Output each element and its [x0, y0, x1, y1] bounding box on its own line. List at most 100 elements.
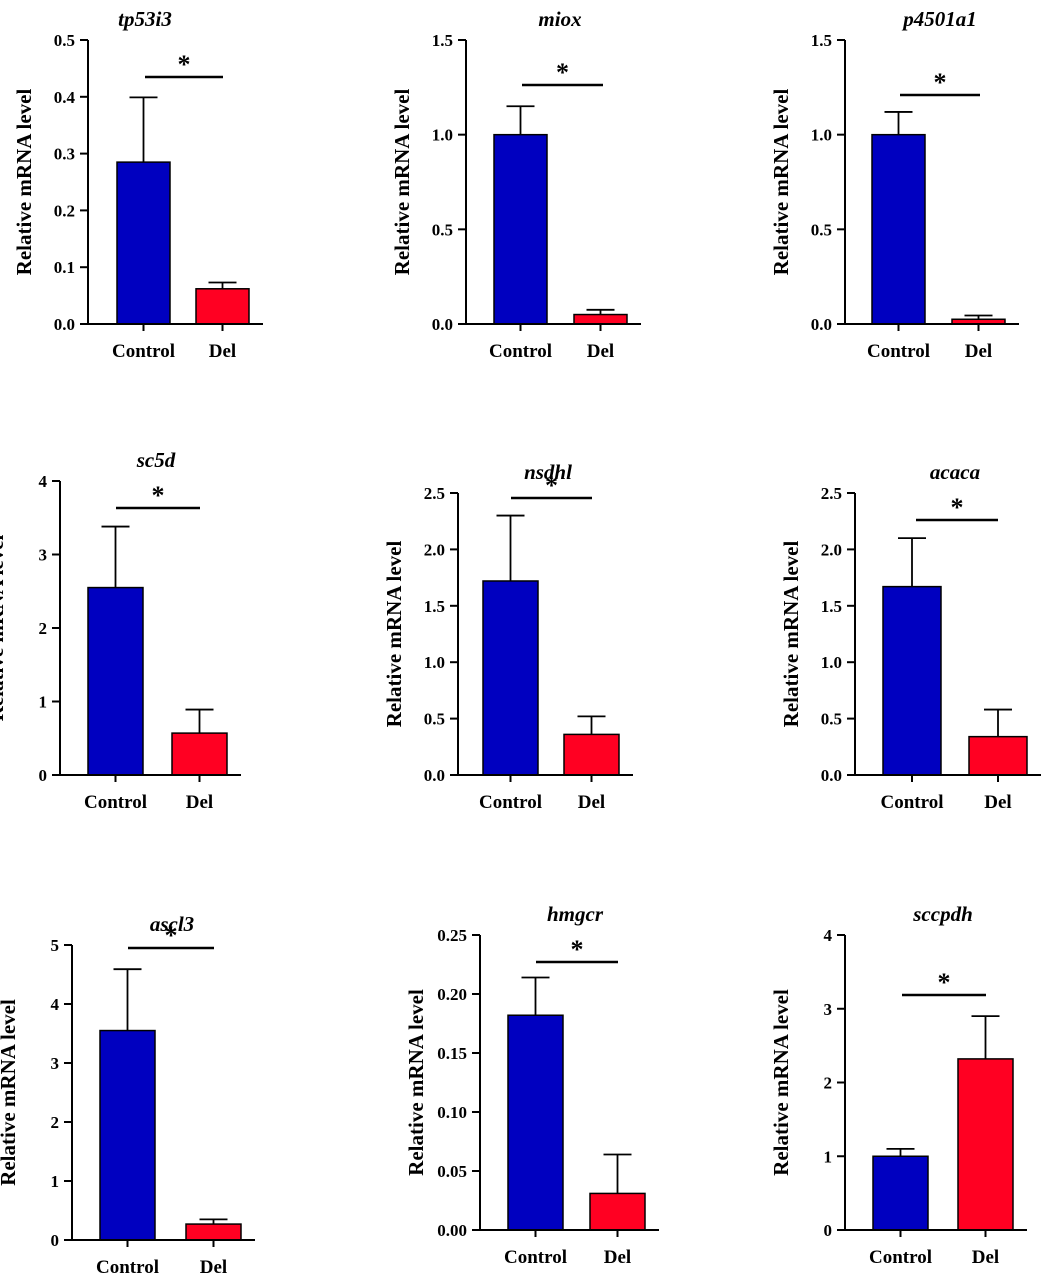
chart-panel-ascl3: ascl3 Relative mRNA level 0 1 2 3 4 5 Control Del…: [0, 912, 255, 1276]
chart-title: acaca: [930, 460, 980, 484]
bar-control: [507, 1014, 564, 1231]
x-category-label: Del: [186, 792, 213, 813]
chart-title: nsdhl: [524, 460, 572, 484]
x-category-label: Control: [869, 1247, 932, 1268]
y-tick-label: 1.0: [432, 126, 453, 145]
y-tick-label: 1.0: [811, 126, 832, 145]
x-category-label: Control: [112, 341, 175, 362]
bar-control: [493, 133, 548, 325]
significance-marker: *: [951, 493, 964, 522]
y-tick-label: 1.5: [432, 31, 453, 50]
y-axis-label: Relative mRNA level: [0, 535, 8, 722]
y-tick-label: 2.0: [821, 540, 842, 559]
significance-marker: *: [934, 68, 947, 97]
chart-panel-miox: miox Relative mRNA level 0.0 0.5 1.0 1.5 Contr…: [390, 7, 641, 362]
y-tick-label: 0: [39, 766, 48, 785]
y-tick-label: 2.5: [821, 484, 842, 503]
bar-control: [116, 161, 171, 325]
y-tick-label: 0.0: [432, 315, 453, 334]
y-tick-label: 4: [824, 926, 833, 945]
y-axis-label: Relative mRNA level: [779, 541, 803, 728]
chart-title: hmgcr: [547, 902, 604, 926]
y-tick-label: 0.5: [424, 710, 445, 729]
significance-marker: *: [545, 471, 558, 500]
y-tick-label: 1.0: [821, 653, 842, 672]
y-axis-label: Relative mRNA level: [12, 89, 36, 276]
y-tick-label: 0.4: [54, 88, 76, 107]
bar-del: [968, 735, 1028, 776]
x-category-label: Del: [587, 341, 614, 362]
y-tick-label: 1: [39, 693, 48, 712]
y-tick-label: 0: [824, 1221, 833, 1240]
y-tick-label: 0.10: [437, 1103, 467, 1122]
y-tick-label: 0.25: [437, 926, 467, 945]
chart-panel-acaca: acaca Relative mRNA level 0.0 0.5 1.0 1.5 2.0 2…: [779, 460, 1041, 813]
y-tick-label: 2: [51, 1113, 60, 1132]
x-category-label: Del: [604, 1247, 631, 1268]
x-category-label: Control: [881, 792, 944, 813]
y-tick-label: 3: [824, 1000, 833, 1019]
y-tick-label: 1.5: [821, 597, 842, 616]
x-category-label: Del: [972, 1247, 999, 1268]
chart-title: tp53i3: [118, 7, 172, 31]
y-tick-label: 1: [824, 1147, 833, 1166]
y-tick-label: 0.5: [432, 220, 453, 239]
x-category-label: Del: [984, 792, 1011, 813]
chart-panel-sccpdh: sccpdh Relative mRNA level 0 1 2 3 4 Control Del…: [769, 902, 1027, 1268]
x-category-label: Del: [578, 792, 605, 813]
y-tick-label: 0.5: [54, 31, 75, 50]
chart-title: miox: [538, 7, 581, 31]
chart-panel-hmgcr: hmgcr Relative mRNA level 0.00 0.05 0.10 0.15…: [404, 902, 659, 1268]
y-tick-label: 2.5: [424, 484, 445, 503]
bar-control: [87, 586, 144, 776]
y-axis-label: Relative mRNA level: [382, 541, 406, 728]
bar-del: [573, 313, 628, 325]
bar-control: [482, 580, 539, 776]
y-tick-label: 0.1: [54, 258, 75, 277]
x-category-label: Control: [84, 792, 147, 813]
significance-marker: *: [152, 481, 165, 510]
y-tick-label: 0.00: [437, 1221, 467, 1240]
chart-title: sc5d: [136, 448, 176, 472]
bar-control: [99, 1029, 156, 1241]
y-tick-label: 1: [51, 1172, 60, 1191]
significance-marker: *: [571, 935, 584, 964]
chart-title: sccpdh: [912, 902, 973, 926]
chart-panel-sc5d: sc5d Relative mRNA level 0 1 2 3 4 Control Del *: [0, 448, 241, 813]
y-tick-label: 4: [51, 995, 60, 1014]
bar-control: [882, 585, 942, 776]
y-tick-label: 0.0: [54, 315, 75, 334]
y-axis-label: Relative mRNA level: [769, 89, 793, 276]
bar-control: [871, 133, 926, 325]
y-tick-label: 0.15: [437, 1044, 467, 1063]
x-category-label: Control: [867, 341, 930, 362]
significance-marker: *: [938, 968, 951, 997]
y-tick-label: 3: [39, 546, 48, 565]
x-category-label: Control: [96, 1257, 159, 1276]
chart-panel-tp53i3: tp53i3 Relative mRNA level 0.0 0.1 0.2 0.3 0.4…: [12, 7, 263, 362]
bar-del: [563, 733, 620, 776]
y-tick-label: 0.05: [437, 1162, 467, 1181]
y-tick-label: 0.0: [424, 766, 445, 785]
chart-panel-p4501a1: p4501a1 Relative mRNA level 0.0 0.5 1.0 1.5 Co…: [769, 7, 1019, 362]
y-tick-label: 0.5: [811, 220, 832, 239]
significance-marker: *: [165, 921, 178, 950]
bar-del: [185, 1223, 242, 1241]
bar-del: [589, 1192, 646, 1231]
x-category-label: Control: [479, 792, 542, 813]
y-tick-label: 0.2: [54, 201, 75, 220]
chart-panel-nsdhl: nsdhl Relative mRNA level 0.0 0.5 1.0 1.5 2.0 2…: [382, 460, 633, 813]
y-axis-label: Relative mRNA level: [404, 989, 428, 1176]
y-tick-label: 1.0: [424, 653, 445, 672]
bar-del: [957, 1058, 1014, 1231]
x-category-label: Del: [200, 1257, 227, 1276]
y-tick-label: 5: [51, 936, 60, 955]
y-tick-label: 4: [39, 472, 48, 491]
x-category-label: Control: [489, 341, 552, 362]
bar-del: [171, 732, 228, 776]
y-tick-label: 3: [51, 1054, 60, 1073]
chart-title: ascl3: [150, 912, 194, 936]
significance-marker: *: [556, 58, 569, 87]
x-category-label: Del: [209, 341, 236, 362]
